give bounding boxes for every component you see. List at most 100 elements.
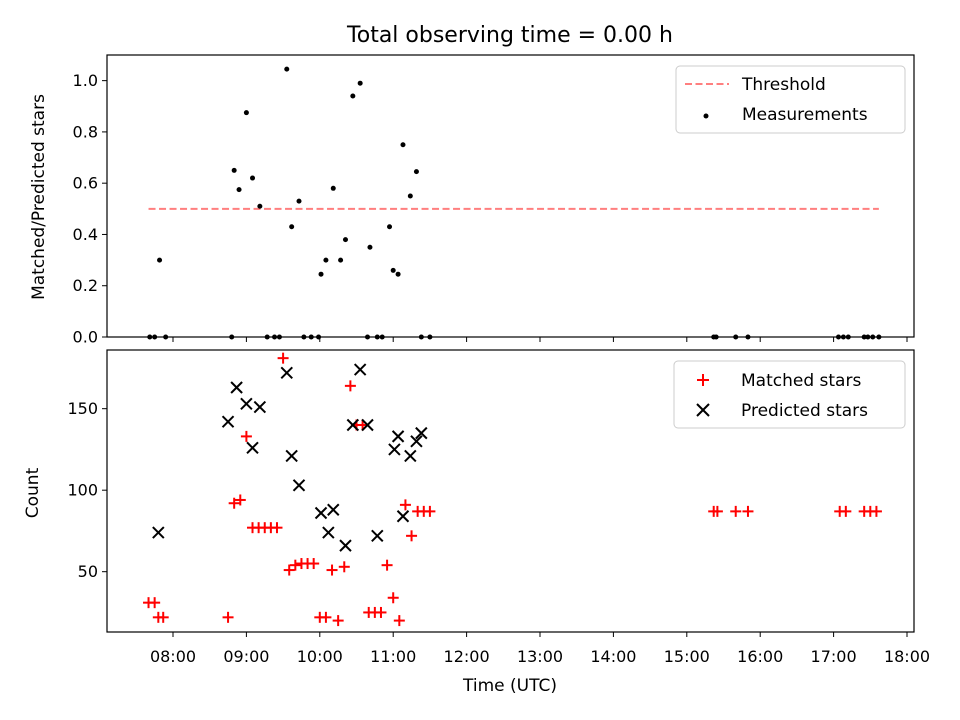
matched-star-point <box>149 597 161 609</box>
legend-predicted-label: Predicted stars <box>741 401 868 421</box>
matched-star-point <box>870 505 882 517</box>
measurement-point <box>395 271 401 277</box>
x-tick-label: 11:00 <box>370 647 416 666</box>
top-y-tick-label: 1.0 <box>73 71 98 90</box>
predicted-star-point <box>280 366 293 380</box>
measurement-point <box>338 257 344 263</box>
x-tick-label: 13:00 <box>517 647 563 666</box>
legend-threshold-label: Threshold <box>741 75 826 95</box>
predicted-star-point <box>346 418 360 432</box>
measurement-point <box>308 334 314 340</box>
measurement-point <box>390 267 396 273</box>
measurement-point <box>374 334 380 340</box>
matched-star-point <box>338 561 350 573</box>
predicted-star-point <box>415 426 428 440</box>
measurement-point <box>152 334 158 340</box>
measurement-point <box>350 93 356 99</box>
matched-star-point <box>406 530 418 542</box>
x-tick-label: 15:00 <box>664 647 710 666</box>
legend-measurements-swatch <box>703 113 709 119</box>
bottom-axis-ticks: 50 100 150 08:00 09:00 10:00 11:00 12:00 13:00 14… <box>67 399 930 666</box>
measurement-point <box>407 193 413 199</box>
top-axis-ticks: 0.0 0.2 0.4 0.6 0.8 1.0 <box>73 71 908 347</box>
measurement-point <box>835 334 841 340</box>
measurement-point <box>379 334 385 340</box>
top-legend: Threshold Measurements <box>675 65 906 134</box>
matched-star-point <box>424 505 436 517</box>
matched-star-point <box>381 559 393 571</box>
measurement-point <box>870 334 876 340</box>
x-axis-label: Time (UTC) <box>462 676 557 696</box>
measurement-point <box>296 198 302 204</box>
measurement-point <box>418 334 424 340</box>
matched-star-point <box>222 611 234 623</box>
x-tick-label: 16:00 <box>737 647 783 666</box>
top-plot-marks <box>147 66 882 340</box>
matched-star-point <box>289 559 301 571</box>
top-y-tick-label: 0.6 <box>73 174 98 193</box>
matched-star-point <box>387 592 399 604</box>
top-y-axis-label: Matched/Predicted stars <box>29 94 49 300</box>
top-y-tick-label: 0.4 <box>73 225 98 244</box>
x-tick-label: 17:00 <box>811 647 857 666</box>
measurement-point <box>289 224 295 230</box>
predicted-star-point <box>240 397 253 410</box>
measurement-point <box>316 334 322 340</box>
matched-star-point <box>228 497 240 509</box>
measurement-point <box>876 334 882 340</box>
measurement-point <box>301 334 307 340</box>
top-chart-title: Total observing time = 0.00 h <box>346 23 673 48</box>
x-tick-label: 09:00 <box>223 647 269 666</box>
matched-star-point <box>399 499 411 511</box>
bottom-y-tick-label: 50 <box>78 562 98 581</box>
predicted-star-point <box>246 441 259 455</box>
legend-measurements-label: Measurements <box>742 105 868 125</box>
predicted-star-point <box>292 479 306 492</box>
measurement-point <box>865 334 871 340</box>
bottom-legend-box <box>673 360 906 429</box>
predicted-star-point <box>327 503 340 516</box>
top-y-tick-label: 0.2 <box>73 276 98 295</box>
matched-star-point <box>277 352 289 364</box>
predicted-star-point <box>388 443 401 456</box>
measurement-point <box>387 224 393 230</box>
measurement-point <box>231 167 237 173</box>
predicted-star-point <box>396 510 410 523</box>
predicted-star-point <box>221 415 235 428</box>
top-axes-frame <box>106 54 915 338</box>
matched-star-point <box>271 522 283 534</box>
top-legend-box <box>675 65 906 134</box>
measurement-point <box>323 257 329 263</box>
legend-matched-label: Matched stars <box>741 371 861 391</box>
bottom-legend: Matched stars Predicted stars <box>673 360 906 429</box>
predicted-star-point <box>391 430 405 443</box>
matched-star-point <box>283 564 295 576</box>
matched-star-point <box>320 611 332 623</box>
matched-star-point <box>840 505 852 517</box>
bottom-axes-frame <box>106 349 915 633</box>
legend-predicted-swatch <box>696 403 710 417</box>
measurement-point <box>318 271 324 277</box>
matched-star-point <box>344 380 356 392</box>
bottom-y-tick-label: 100 <box>67 481 98 500</box>
bottom-y-tick-label: 150 <box>67 399 98 418</box>
measurement-point <box>330 185 336 191</box>
predicted-star-point <box>285 449 298 463</box>
x-tick-label: 14:00 <box>590 647 636 666</box>
measurement-point <box>400 142 406 148</box>
measurement-point <box>163 334 169 340</box>
bottom-y-axis-label: Count <box>23 467 43 518</box>
measurement-point <box>257 203 263 209</box>
measurement-point <box>840 334 846 340</box>
matched-star-point <box>240 430 252 442</box>
measurement-point <box>264 334 270 340</box>
measurement-point <box>427 334 433 340</box>
matched-star-point <box>332 615 344 627</box>
measurement-point <box>365 334 371 340</box>
x-tick-label: 12:00 <box>444 647 490 666</box>
measurement-point <box>861 334 867 340</box>
bottom-plot-marks <box>143 352 882 627</box>
predicted-star-point <box>339 539 352 552</box>
measurement-point <box>745 334 751 340</box>
